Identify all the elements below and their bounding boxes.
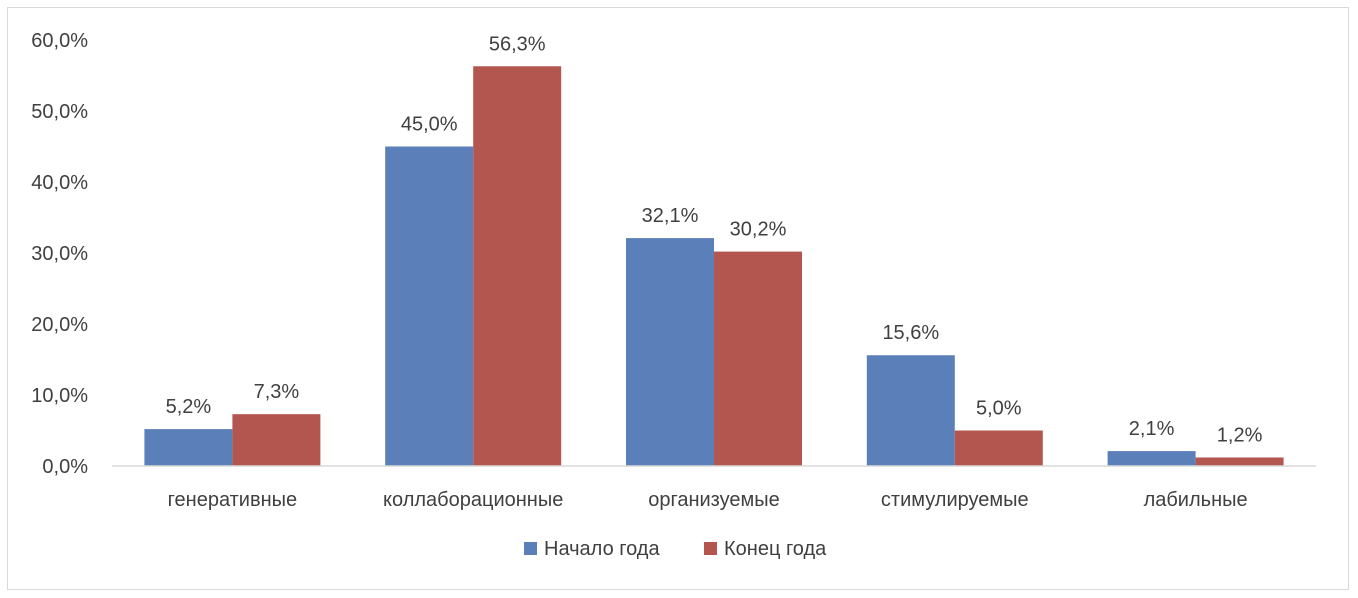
data-label: 30,2% [730,219,787,241]
data-label: 15,6% [882,322,939,344]
y-tick-label: 0,0% [42,456,88,478]
y-tick-label: 10,0% [31,385,88,407]
data-label: 1,2% [1217,424,1263,446]
data-label: 5,0% [976,398,1022,420]
y-tick-label: 40,0% [31,172,88,194]
bar [473,66,562,467]
legend-label: Конец года [724,538,827,560]
bar [144,429,233,466]
category-label: лабильные [1144,489,1248,511]
y-tick-label: 50,0% [31,101,88,123]
category-label: генеративные [168,489,297,511]
data-label: 2,1% [1129,418,1175,440]
data-label: 5,2% [166,396,212,418]
y-tick-label: 60,0% [31,30,88,52]
data-label: 32,1% [642,205,699,227]
bar [626,238,714,466]
category-label: организуемые [648,489,780,511]
y-tick-label: 20,0% [31,314,88,336]
data-label: 45,0% [401,114,458,136]
bar [954,430,1043,466]
bar [385,146,474,466]
bar [714,251,802,466]
bar [232,414,321,466]
bar [1107,451,1196,466]
legend-label: Начало года [544,538,660,560]
category-label: стимулируемые [881,489,1029,511]
y-tick-label: 30,0% [31,243,88,265]
bar [1195,457,1284,466]
legend-swatch [524,542,537,555]
data-label: 56,3% [489,33,546,55]
data-label: 7,3% [254,381,300,403]
category-label: коллаборационные [383,489,563,511]
legend-swatch [704,542,717,555]
bar [866,355,955,466]
